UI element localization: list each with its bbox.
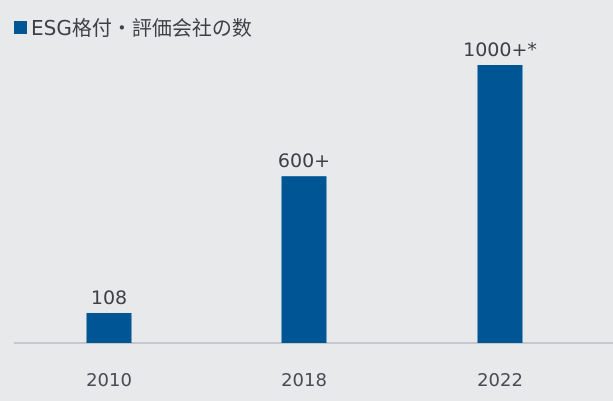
x-tick-label-2018: 2018 [281, 370, 327, 391]
bar-2022 [477, 65, 523, 343]
x-tick-label-2010: 2010 [86, 370, 132, 391]
x-tick-label-2022: 2022 [477, 370, 523, 391]
bar-2010 [86, 312, 132, 343]
bar-2018 [281, 176, 327, 343]
x-tick-labels-layer: 2010 2018 2022 [86, 370, 523, 391]
data-label-2018: 600+ [278, 150, 330, 172]
legend-swatch [14, 21, 27, 34]
data-label-2010: 108 [91, 287, 127, 309]
bars-layer [86, 65, 523, 343]
legend: ESG格付・評価会社の数 [14, 16, 252, 40]
data-label-2022: 1000+* [463, 39, 537, 61]
legend-label: ESG格付・評価会社の数 [31, 16, 252, 40]
value-labels-layer: 108 600+ 1000+* [91, 39, 537, 309]
